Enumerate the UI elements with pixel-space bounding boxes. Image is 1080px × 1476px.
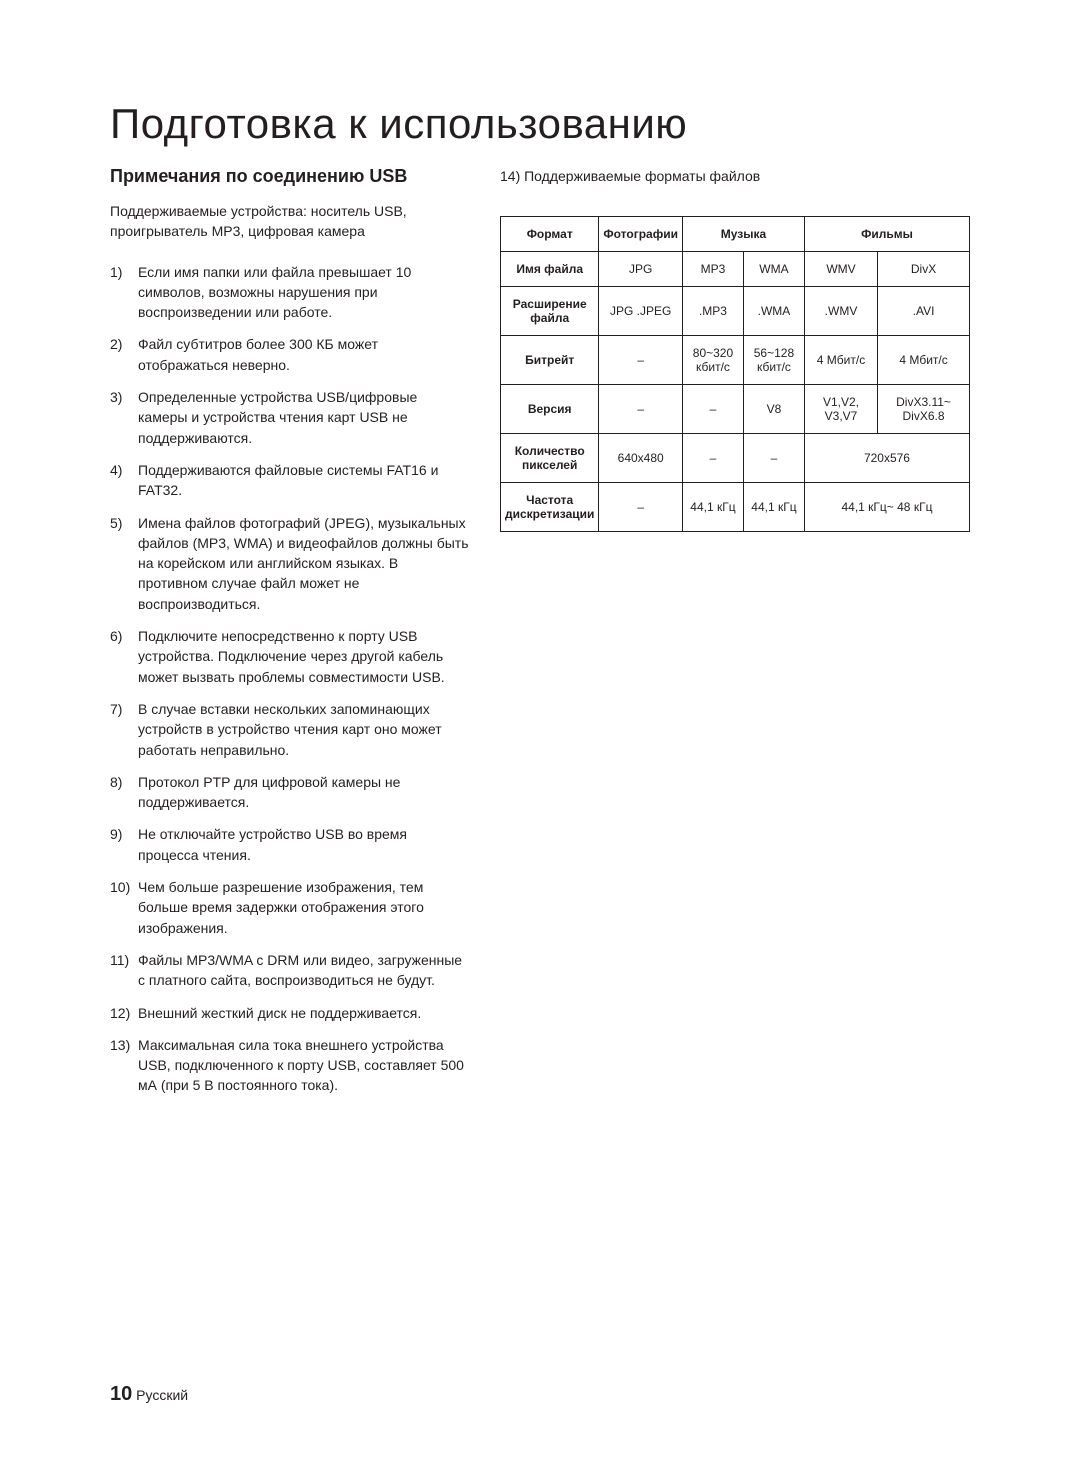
note-item: 10) Чем больше разрешение изображения, те… <box>110 877 470 938</box>
note-item: 5) Имена файлов фотографий (JPEG), музыка… <box>110 513 470 614</box>
note-number: 5) <box>110 513 122 533</box>
note-item: 4) Поддерживаются файловые системы FAT16 … <box>110 460 470 501</box>
right-column: 14) Поддерживаемые форматы файлов Формат… <box>500 166 970 1108</box>
note-item: 8) Протокол PTP для цифровой камеры не по… <box>110 772 470 813</box>
page-title: Подготовка к использованию <box>110 100 970 148</box>
cell: 44,1 кГц <box>743 483 804 532</box>
note-text: Поддерживаются файловые системы FAT16 и … <box>138 462 438 498</box>
note-text: Протокол PTP для цифровой камеры не подд… <box>138 774 400 810</box>
cell: JPG .JPEG <box>599 287 683 336</box>
note-number: 1) <box>110 262 122 282</box>
notes-list: 1) Если имя папки или файла превышает 10 … <box>110 262 470 1096</box>
note-text: Имена файлов фотографий (JPEG), музыкаль… <box>138 515 468 612</box>
lbl-filename: Имя файла <box>501 252 599 287</box>
cell: – <box>743 434 804 483</box>
cell: 4 Мбит/с <box>878 336 970 385</box>
note-text: Если имя папки или файла превышает 10 си… <box>138 264 411 321</box>
cell: – <box>599 483 683 532</box>
row-pixels: Количество пикселей 640x480 – – 720x576 <box>501 434 970 483</box>
cell: 44,1 кГц <box>682 483 743 532</box>
lbl-samplerate: Частота дискретизации <box>501 483 599 532</box>
lbl-extension: Расширение файла <box>501 287 599 336</box>
note-text: Максимальная сила тока внешнего устройст… <box>138 1037 464 1094</box>
cell: – <box>682 434 743 483</box>
cell: MP3 <box>682 252 743 287</box>
note-item: 11) Файлы MP3/WMA с DRM или видео, загруж… <box>110 950 470 991</box>
cell: 80~320 кбит/с <box>682 336 743 385</box>
note-item: 3) Определенные устройства USB/цифровые к… <box>110 387 470 448</box>
cell: 56~128 кбит/с <box>743 336 804 385</box>
lbl-version: Версия <box>501 385 599 434</box>
note-text: Подключите непосредственно к порту USB у… <box>138 628 445 685</box>
row-samplerate: Частота дискретизации – 44,1 кГц 44,1 кГ… <box>501 483 970 532</box>
note-number: 13) <box>110 1035 130 1055</box>
row-bitrate: Битрейт – 80~320 кбит/с 56~128 кбит/с 4 … <box>501 336 970 385</box>
note-number: 6) <box>110 626 122 646</box>
page-lang: Русский <box>136 1387 188 1403</box>
header-row-1: Формат Фотографии Музыка Фильмы <box>501 217 970 252</box>
note-14: 14) Поддерживаемые форматы файлов <box>500 166 970 186</box>
note-number: 7) <box>110 699 122 719</box>
note-item: 13) Максимальная сила тока внешнего устро… <box>110 1035 470 1096</box>
note-item: 6) Подключите непосредственно к порту USB… <box>110 626 470 687</box>
page-footer: 10 Русский <box>110 1383 188 1406</box>
cell: – <box>682 385 743 434</box>
row-filename: Имя файла JPG MP3 WMA WMV DivX <box>501 252 970 287</box>
lbl-pixels: Количество пикселей <box>501 434 599 483</box>
formats-table: Формат Фотографии Музыка Фильмы Имя файл… <box>500 216 970 532</box>
cell: 720x576 <box>804 434 969 483</box>
cell: .WMA <box>743 287 804 336</box>
cell: .MP3 <box>682 287 743 336</box>
row-version: Версия – – V8 V1,V2, V3,V7 DivX3.11~ Div… <box>501 385 970 434</box>
cell: DivX <box>878 252 970 287</box>
note-text: В случае вставки нескольких запоминающих… <box>138 701 442 758</box>
cell: V8 <box>743 385 804 434</box>
lbl-bitrate: Битрейт <box>501 336 599 385</box>
intro-text: Поддерживаемые устройства: носитель USB,… <box>110 201 470 242</box>
note-number: 3) <box>110 387 122 407</box>
note-number: 8) <box>110 772 122 792</box>
cell: .WMV <box>804 287 877 336</box>
cell: – <box>599 385 683 434</box>
hdr-photos: Фотографии <box>599 217 683 252</box>
left-column: Примечания по соединению USB Поддерживае… <box>110 166 470 1108</box>
cell: WMV <box>804 252 877 287</box>
note-item: 7) В случае вставки нескольких запоминающ… <box>110 699 470 760</box>
note-item: 9) Не отключайте устройство USB во время … <box>110 824 470 865</box>
note-text: Файлы MP3/WMA с DRM или видео, загруженн… <box>138 952 462 988</box>
row-extension: Расширение файла JPG .JPEG .MP3 .WMA .WM… <box>501 287 970 336</box>
hdr-format: Формат <box>501 217 599 252</box>
cell: DivX3.11~ DivX6.8 <box>878 385 970 434</box>
note-number: 11) <box>110 950 129 970</box>
note-number: 9) <box>110 824 122 844</box>
cell: – <box>599 336 683 385</box>
cell: 640x480 <box>599 434 683 483</box>
cell: 44,1 кГц~ 48 кГц <box>804 483 969 532</box>
note-item: 12) Внешний жесткий диск не поддерживаетс… <box>110 1003 470 1023</box>
cell: 4 Мбит/с <box>804 336 877 385</box>
cell: WMA <box>743 252 804 287</box>
note-text: Внешний жесткий диск не поддерживается. <box>138 1005 421 1021</box>
note-text: Файл субтитров более 300 КБ может отобра… <box>138 336 378 372</box>
page-number: 10 <box>110 1383 132 1405</box>
note-number: 10) <box>110 877 130 897</box>
note-number: 12) <box>110 1003 130 1023</box>
note-text: Чем больше разрешение изображения, тем б… <box>138 879 424 936</box>
note-number: 4) <box>110 460 122 480</box>
note-number: 2) <box>110 334 122 354</box>
note-item: 2) Файл субтитров более 300 КБ может отоб… <box>110 334 470 375</box>
cell: .AVI <box>878 287 970 336</box>
hdr-music: Музыка <box>682 217 804 252</box>
cell: V1,V2, V3,V7 <box>804 385 877 434</box>
content-columns: Примечания по соединению USB Поддерживае… <box>110 166 970 1108</box>
hdr-movies: Фильмы <box>804 217 969 252</box>
note-text: Определенные устройства USB/цифровые кам… <box>138 389 417 446</box>
section-title: Примечания по соединению USB <box>110 166 470 187</box>
cell: JPG <box>599 252 683 287</box>
note-item: 1) Если имя папки или файла превышает 10 … <box>110 262 470 323</box>
note-text: Не отключайте устройство USB во время пр… <box>138 826 407 862</box>
